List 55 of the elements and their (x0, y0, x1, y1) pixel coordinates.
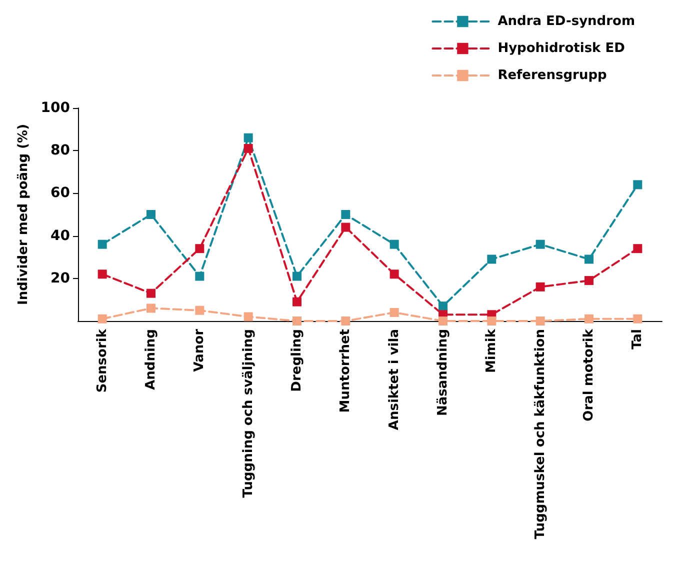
x-tick-label: Tal (630, 329, 646, 350)
point (292, 272, 302, 281)
x-tick-label: Tuggning och sväljning (240, 329, 256, 498)
legend-label: Andra ED-syndrom (498, 14, 636, 29)
point (195, 272, 204, 281)
point (584, 314, 594, 324)
point (536, 316, 545, 326)
point (98, 314, 107, 324)
point (438, 316, 448, 326)
x-tick-label: Muntorrhet (338, 329, 354, 413)
legend-label: Referensgrupp (498, 68, 607, 83)
point (292, 316, 302, 326)
point (584, 276, 594, 286)
y-tick-label: 40 (50, 228, 70, 244)
x-tick-label: Näsandning (436, 329, 450, 416)
point (341, 210, 350, 219)
point (195, 306, 204, 315)
x-tick-label: Mimik (484, 328, 500, 374)
x-tick-label: Andning (144, 329, 158, 390)
point (341, 222, 350, 232)
legend-label: Hypohidrotisk ED (498, 41, 626, 56)
x-tick-label: Dregling (290, 329, 304, 392)
point (146, 210, 156, 219)
y-tick-label: 80 (50, 142, 70, 159)
point (146, 304, 156, 313)
point (633, 314, 642, 324)
point (584, 254, 594, 264)
point (390, 240, 399, 249)
point (244, 133, 253, 142)
y-axis-title: Individer med poäng (%) (16, 124, 31, 306)
point (292, 297, 302, 306)
point (390, 308, 399, 317)
point (487, 316, 496, 326)
x-tick-label: Ansiktet i vila (386, 329, 402, 430)
point (536, 282, 545, 292)
point (98, 270, 107, 279)
point (633, 180, 642, 190)
point (633, 244, 642, 254)
point (390, 270, 399, 279)
x-tick-label: Sensorik (94, 328, 110, 393)
y-tick-label: 60 (50, 185, 70, 202)
y-tick-label: 20 (50, 270, 70, 286)
point (244, 144, 253, 153)
point (341, 316, 350, 326)
point (536, 240, 545, 249)
point (487, 254, 496, 264)
point (244, 312, 253, 322)
point (146, 288, 156, 298)
x-tick-label: Oral motorik (582, 328, 596, 422)
x-tick-label: Tuggmuskel och käkfunktion (532, 329, 548, 540)
point (195, 244, 204, 254)
point (98, 240, 107, 249)
point (438, 302, 448, 311)
x-tick-label: Vanor (192, 328, 208, 372)
y-tick-label: 100 (40, 100, 70, 116)
